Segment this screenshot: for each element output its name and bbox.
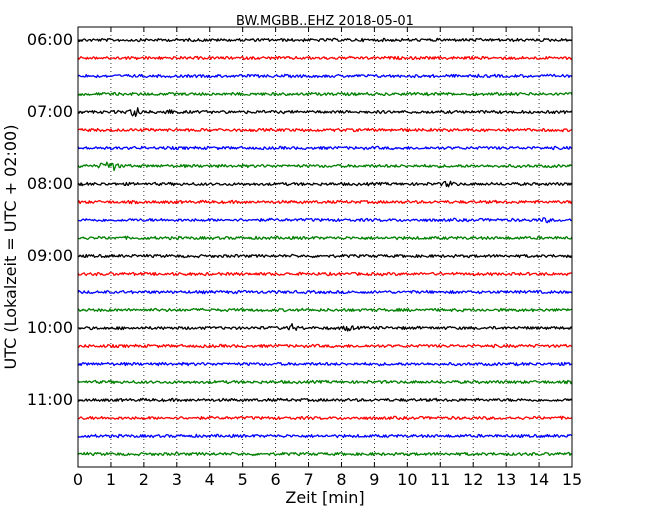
trace-0715 <box>77 127 573 133</box>
x-tick-label: 0 <box>73 470 83 489</box>
trace-0915 <box>77 271 573 277</box>
x-tick-label: 11 <box>430 470 450 489</box>
x-tick-label: 5 <box>238 470 248 489</box>
x-tick-label: 1 <box>106 470 116 489</box>
y-tick-label: 09:00 <box>27 246 73 265</box>
x-tick-label: 7 <box>303 470 313 489</box>
y-tick-label: 07:00 <box>27 102 73 121</box>
x-tick-label: 14 <box>529 470 549 489</box>
y-tick-label: 08:00 <box>27 174 73 193</box>
grid-lines <box>110 27 540 467</box>
trace-0700 <box>77 107 573 118</box>
trace-0800 <box>77 180 573 188</box>
plot-area <box>77 26 573 468</box>
trace-0830 <box>77 217 573 224</box>
trace-1115 <box>77 415 573 421</box>
y-axis-label: UTC (Lokalzeit = UTC + 02:00) <box>1 125 20 370</box>
trace-1045 <box>77 379 573 385</box>
x-tick-label: 12 <box>463 470 483 489</box>
trace-0645 <box>77 91 573 97</box>
trace-0930 <box>77 289 573 295</box>
y-tick-label: 06:00 <box>27 30 73 49</box>
x-tick-label: 9 <box>369 470 379 489</box>
trace-0945 <box>77 307 573 313</box>
trace-0630 <box>77 73 573 79</box>
trace-0730 <box>77 145 573 151</box>
x-axis-label: Zeit [min] <box>285 488 364 507</box>
trace-1130 <box>77 433 573 439</box>
x-tick-label: 13 <box>496 470 516 489</box>
trace-0900 <box>77 253 573 259</box>
trace-0615 <box>77 55 573 61</box>
x-axis: 0 1 2 3 4 5 6 7 8 9 10 11 12 13 14 15 <box>73 27 582 489</box>
x-tick-label: 8 <box>336 470 346 489</box>
plot-frame <box>77 26 573 468</box>
x-tick-label: 6 <box>271 470 281 489</box>
y-tick-label: 11:00 <box>27 390 73 409</box>
trace-0745 <box>77 161 572 172</box>
y-axis: 06:00 07:00 08:00 09:00 10:00 11:00 <box>27 30 572 409</box>
trace-1100 <box>77 397 573 403</box>
trace-1000 <box>77 323 573 332</box>
x-tick-label: 4 <box>205 470 215 489</box>
x-tick-label: 3 <box>172 470 182 489</box>
y-tick-label: 10:00 <box>27 318 73 337</box>
seismic-traces <box>77 37 573 457</box>
trace-1015 <box>77 343 573 349</box>
trace-1030 <box>77 361 573 367</box>
trace-0600 <box>77 37 573 43</box>
trace-1145 <box>77 451 573 457</box>
x-tick-label: 10 <box>397 470 417 489</box>
trace-0815 <box>77 199 573 205</box>
trace-0845 <box>77 235 573 241</box>
x-tick-label: 2 <box>139 470 149 489</box>
x-tick-label: 15 <box>562 470 582 489</box>
chart-title: BW.MGBB..EHZ 2018-05-01 <box>236 14 414 29</box>
